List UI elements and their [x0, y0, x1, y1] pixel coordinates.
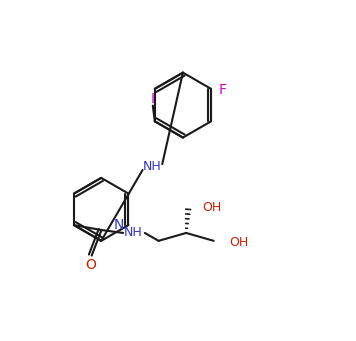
Text: NH: NH [143, 160, 162, 173]
Text: N: N [113, 218, 124, 232]
Text: O: O [85, 258, 96, 272]
Text: NH: NH [124, 226, 142, 239]
Text: OH: OH [202, 201, 221, 214]
Text: F: F [219, 83, 227, 97]
Text: I: I [151, 92, 155, 106]
Text: OH: OH [230, 236, 249, 249]
